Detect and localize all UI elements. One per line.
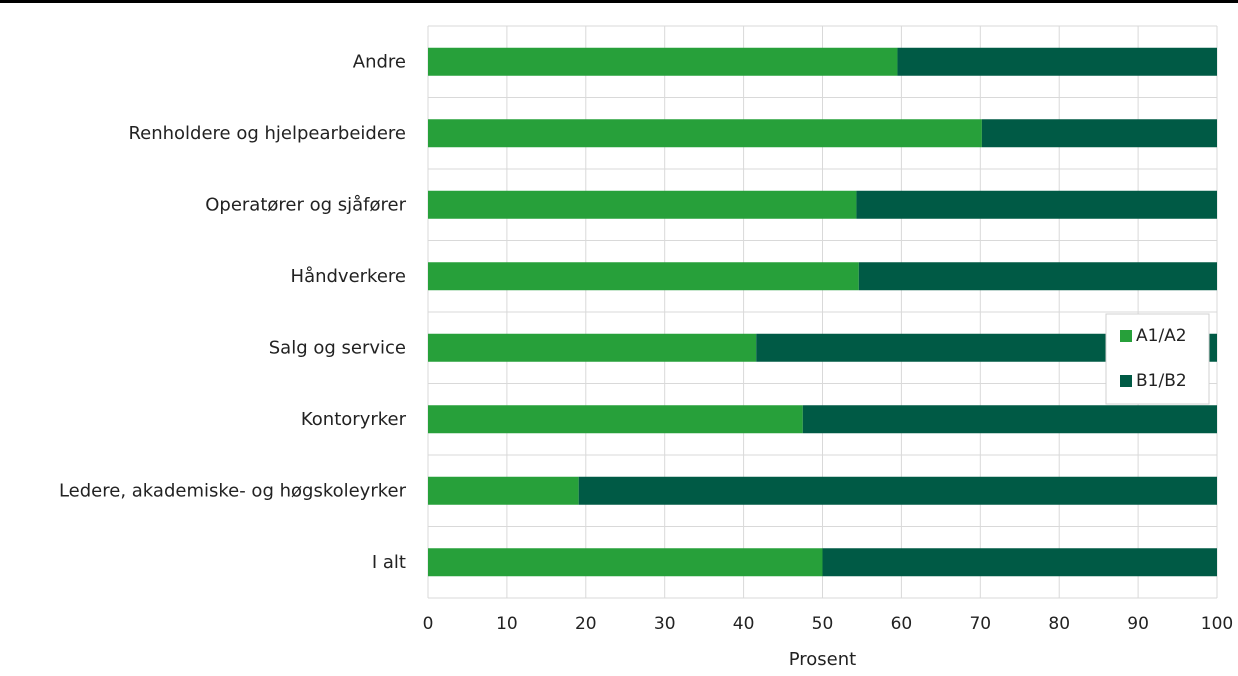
x-tick-labels: 0 10 20 30 40 50 60 70 80 90 100 — [423, 614, 1234, 634]
legend-label: B1/B2 — [1136, 371, 1187, 391]
category-label: Andre — [353, 51, 406, 72]
bar-a1-a2-2 — [428, 119, 982, 148]
bar-a1-a2-5 — [428, 333, 757, 362]
gridlines — [427, 25, 1218, 599]
bar-b1-b2-4 — [858, 262, 1217, 291]
category-label: Ledere, akademiske- og høgskoleyrker — [59, 480, 407, 501]
x-tick-label: 70 — [969, 614, 991, 634]
bar-a1-a2-8 — [428, 548, 823, 577]
bar-b1-b2-3 — [856, 190, 1217, 219]
bar-b1-b2-2 — [981, 119, 1217, 148]
x-tick-label: 50 — [812, 614, 834, 634]
bar-a1-a2-7 — [428, 476, 579, 505]
category-label: Operatører og sjåfører — [205, 194, 406, 215]
x-tick-label: 40 — [733, 614, 755, 634]
bars — [428, 47, 1217, 577]
category-label: Renholdere og hjelpearbeidere — [128, 123, 406, 144]
category-labels: Andre Renholdere og hjelpearbeidere Operat… — [59, 51, 407, 573]
x-tick-label: 80 — [1048, 614, 1070, 634]
x-tick-label: 100 — [1201, 614, 1233, 634]
x-tick-label: 10 — [496, 614, 518, 634]
category-label: Kontoryrker — [301, 409, 407, 430]
x-tick-label: 0 — [423, 614, 434, 634]
bar-b1-b2-6 — [802, 405, 1217, 434]
legend-box — [1105, 313, 1210, 405]
legend-swatch — [1120, 375, 1132, 387]
legend: A1/A2 B1/B2 — [1105, 313, 1210, 405]
legend-swatch — [1120, 330, 1132, 342]
category-label: Salg og service — [269, 337, 406, 358]
bar-b1-b2-8 — [822, 548, 1217, 577]
x-tick-label: 20 — [575, 614, 597, 634]
bar-b1-b2-1 — [897, 47, 1217, 76]
x-tick-label: 60 — [891, 614, 913, 634]
bar-b1-b2-7 — [578, 476, 1217, 505]
legend-label: A1/A2 — [1136, 326, 1187, 346]
bar-a1-a2-3 — [428, 190, 857, 219]
category-label: Håndverkere — [291, 266, 406, 287]
category-label: I alt — [372, 552, 406, 573]
x-tick-label: 30 — [654, 614, 676, 634]
bar-a1-a2-4 — [428, 262, 859, 291]
x-axis-title: Prosent — [789, 649, 856, 670]
x-tick-label: 90 — [1127, 614, 1149, 634]
top-rule — [0, 0, 1238, 3]
bar-a1-a2-1 — [428, 47, 898, 76]
bar-a1-a2-6 — [428, 405, 803, 434]
